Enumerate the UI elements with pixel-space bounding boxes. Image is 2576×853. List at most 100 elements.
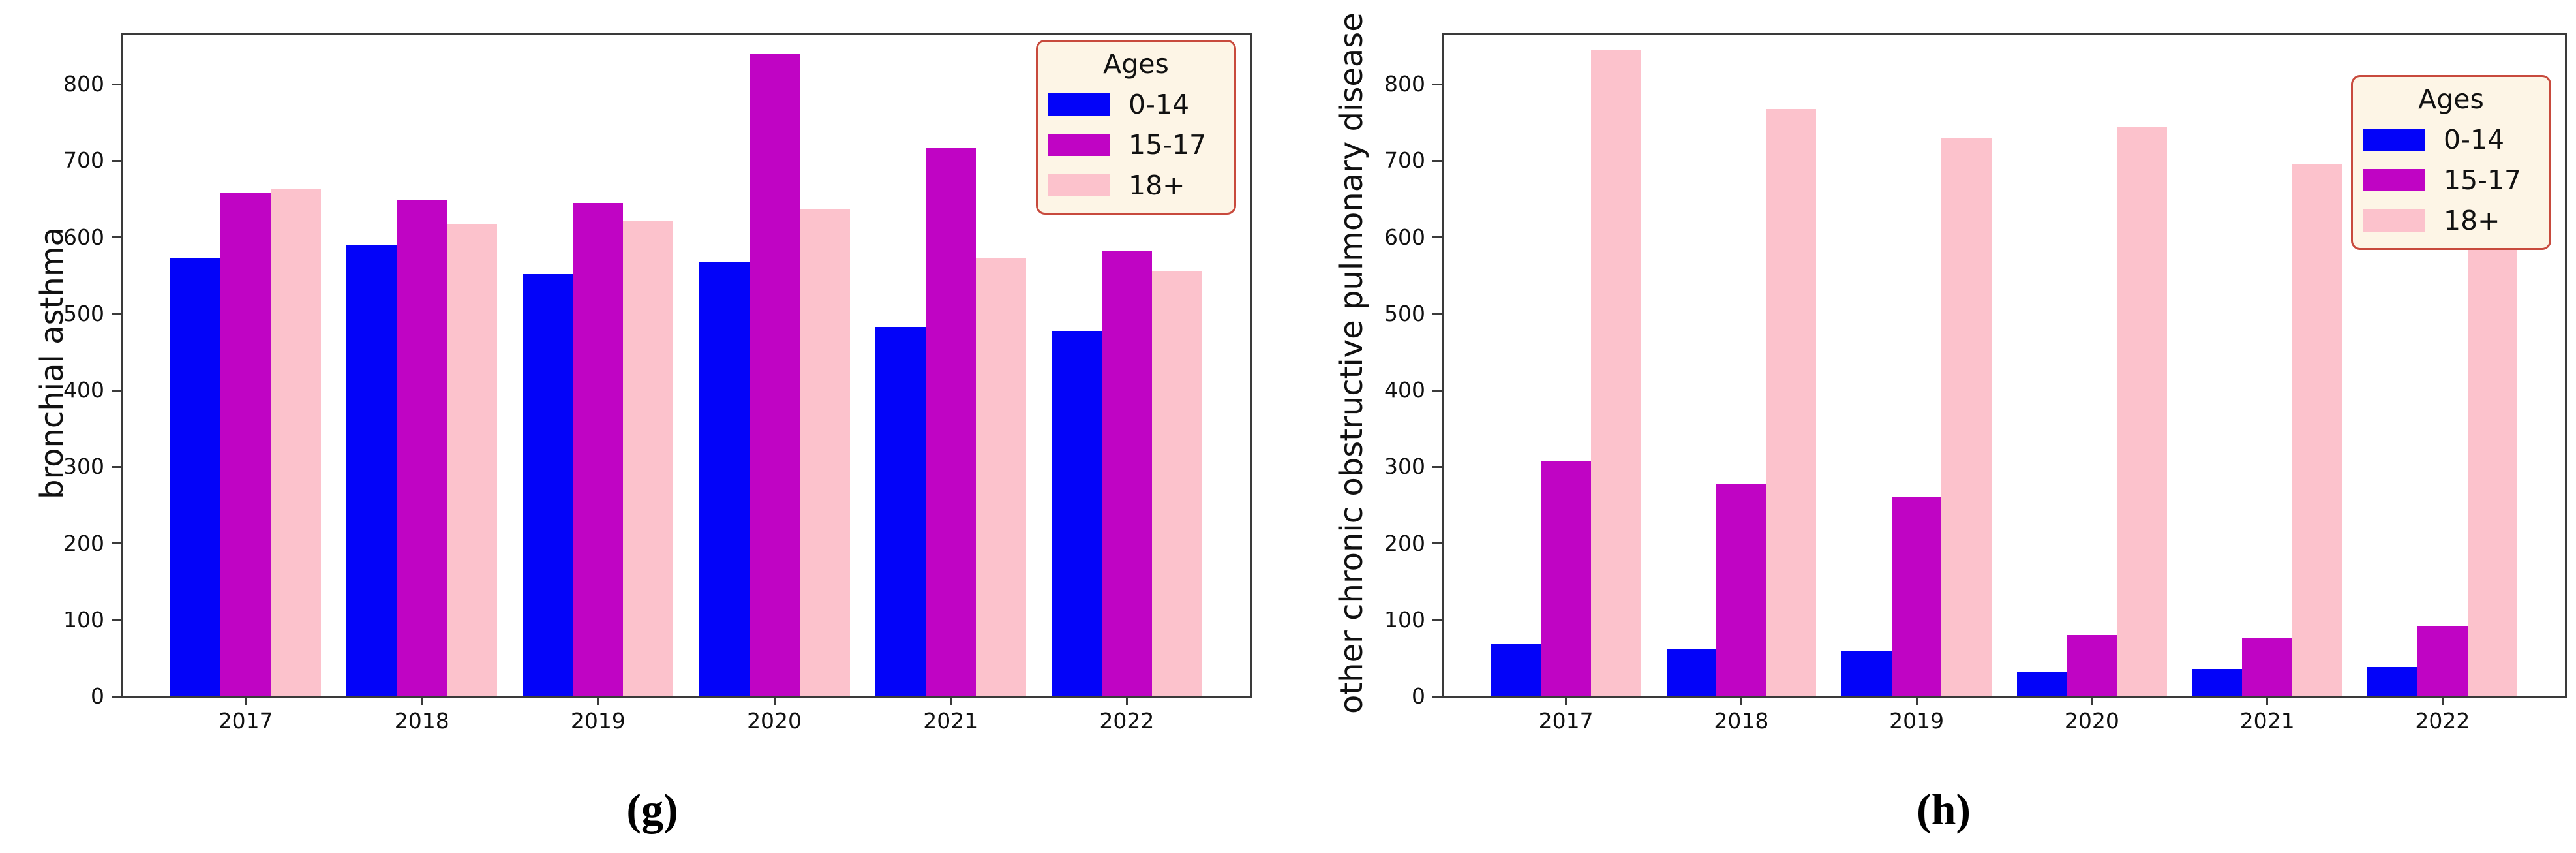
bar-2021-15-17 [925, 147, 976, 696]
y-tick-label: 600 [63, 224, 104, 250]
y-tick-label: 700 [63, 147, 104, 174]
x-tick-mark [1125, 696, 1128, 705]
bar-2022-15-17 [1101, 251, 1152, 696]
legend-entry-15-17: 15-17 [2363, 164, 2539, 196]
x-tick-mark [2266, 696, 2269, 705]
bar-2018-15-17 [1716, 484, 1766, 696]
y-tick-label: 200 [63, 530, 104, 556]
y-tick-mark [1432, 313, 1442, 315]
x-tick-mark [1565, 696, 1568, 705]
bar-2018-0-14 [1666, 649, 1717, 696]
x-tick-label: 2018 [1714, 708, 1769, 734]
x-tick-label: 2022 [1099, 708, 1155, 734]
legend-entry-label: 0-14 [2444, 124, 2505, 155]
y-tick-label: 300 [1384, 454, 1425, 480]
x-tick-mark [2441, 696, 2444, 705]
y-tick-mark [112, 313, 121, 315]
legend-entry-label: 15-17 [2444, 164, 2522, 196]
y-tick-label: 200 [1384, 530, 1425, 556]
bar-2019-18+ [623, 220, 674, 696]
y-tick-mark [1432, 389, 1442, 392]
legend-entry-label: 0-14 [1129, 89, 1190, 120]
legend-entry-0-14: 0-14 [2363, 124, 2539, 155]
caption-right: (h) [1916, 784, 1971, 834]
bar-2019-0-14 [523, 273, 573, 696]
x-tick-label: 2019 [570, 708, 626, 734]
x-tick-mark [245, 696, 247, 705]
bar-2017-15-17 [220, 193, 271, 696]
legend-swatch-icon [1048, 174, 1110, 196]
legend-title: Ages [2418, 84, 2484, 115]
y-tick-label: 300 [63, 454, 104, 480]
x-tick-label: 2021 [923, 708, 978, 734]
x-tick-mark [949, 696, 952, 705]
y-tick-label: 400 [63, 377, 104, 403]
y-tick-mark [112, 619, 121, 621]
y-tick-mark [1432, 619, 1442, 621]
y-axis-label-left: bronchial asthma [34, 227, 70, 500]
y-tick-mark [1432, 695, 1442, 698]
bar-2018-18+ [447, 223, 498, 696]
bar-2019-0-14 [1841, 650, 1892, 696]
legend-title: Ages [1103, 48, 1169, 80]
bar-2021-18+ [975, 258, 1026, 696]
y-tick-label: 500 [63, 300, 104, 326]
bar-2018-0-14 [346, 245, 397, 696]
x-tick-label: 2019 [1889, 708, 1945, 734]
x-tick-mark [1915, 696, 1918, 705]
y-tick-mark [1432, 542, 1442, 545]
bar-2018-15-17 [397, 200, 447, 696]
y-tick-mark [112, 695, 121, 698]
legend-entry-label: 18+ [2444, 205, 2500, 236]
y-tick-label: 0 [91, 683, 104, 709]
x-tick-mark [773, 696, 776, 705]
bar-2021-18+ [2292, 164, 2342, 696]
x-tick-mark [421, 696, 423, 705]
legend-entry-0-14: 0-14 [1048, 89, 1224, 120]
legend-swatch-icon [1048, 93, 1110, 116]
legend-swatch-icon [2363, 209, 2425, 232]
y-tick-label: 600 [1384, 224, 1425, 250]
y-tick-label: 0 [1412, 683, 1425, 709]
bar-2020-0-14 [699, 262, 750, 696]
legend-swatch-icon [2363, 129, 2425, 151]
legend-entry-18+: 18+ [2363, 205, 2539, 236]
bar-2022-0-14 [2367, 667, 2418, 696]
y-tick-label: 700 [1384, 147, 1425, 174]
y-tick-label: 800 [63, 71, 104, 97]
x-tick-mark [1740, 696, 1742, 705]
x-tick-label: 2018 [394, 708, 449, 734]
y-tick-mark [1432, 236, 1442, 239]
bar-2020-15-17 [2067, 635, 2117, 696]
bar-2020-0-14 [2016, 672, 2067, 696]
x-tick-mark [2091, 696, 2093, 705]
bar-2017-18+ [1590, 50, 1641, 696]
legend-swatch-icon [1048, 134, 1110, 156]
y-tick-mark [1432, 465, 1442, 468]
bar-2019-15-17 [573, 202, 624, 696]
bar-2017-18+ [271, 189, 322, 696]
bar-2021-0-14 [875, 326, 926, 696]
legend-entry-15-17: 15-17 [1048, 129, 1224, 161]
bar-2018-18+ [1766, 108, 1817, 696]
legend-entry-label: 18+ [1129, 170, 1185, 201]
x-tick-label: 2017 [1538, 708, 1594, 734]
y-tick-mark [112, 159, 121, 162]
y-tick-mark [112, 83, 121, 85]
bar-2017-0-14 [170, 258, 221, 696]
y-tick-label: 800 [1384, 71, 1425, 97]
y-tick-mark [112, 389, 121, 392]
y-tick-label: 100 [1384, 606, 1425, 632]
legend: Ages 0-14 15-17 18+ [1036, 40, 1236, 215]
y-tick-label: 100 [63, 606, 104, 632]
y-tick-label: 500 [1384, 300, 1425, 326]
bar-2022-15-17 [2417, 626, 2468, 696]
legend-swatch-icon [2363, 169, 2425, 191]
bar-2021-0-14 [2192, 668, 2243, 696]
bar-2017-15-17 [1541, 461, 1591, 696]
bar-2022-18+ [2467, 229, 2518, 696]
bar-2020-15-17 [749, 54, 800, 696]
x-tick-label: 2020 [747, 708, 802, 734]
caption-left: (g) [626, 784, 678, 834]
